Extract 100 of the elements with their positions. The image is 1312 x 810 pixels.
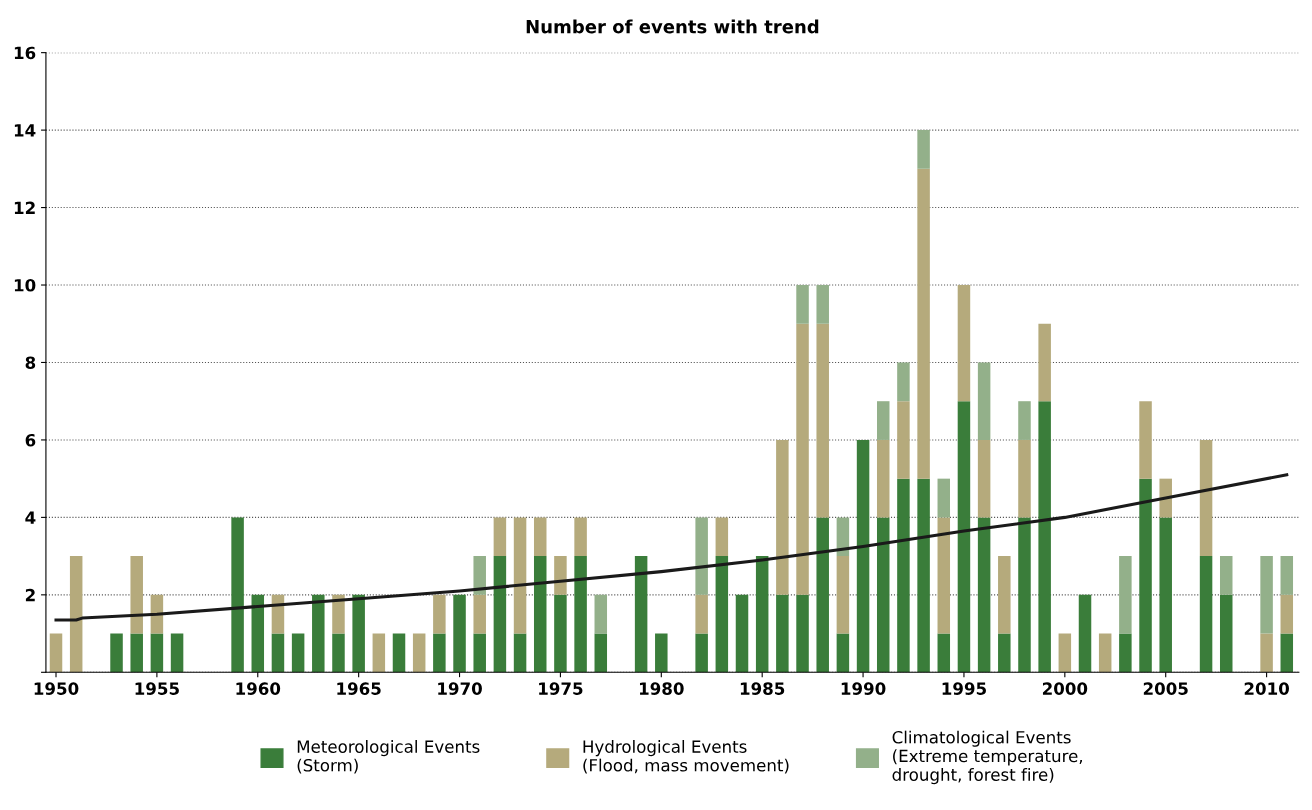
x-tick-label: 2000 — [1042, 682, 1088, 695]
bar — [1199, 439, 1213, 557]
bar — [977, 439, 991, 518]
bar — [574, 556, 587, 673]
bar — [755, 556, 769, 673]
bar — [1018, 517, 1031, 673]
x-tick-label: 1970 — [438, 682, 482, 695]
bar — [1058, 633, 1072, 673]
bar — [998, 633, 1011, 673]
x-tick-label: 1975 — [539, 682, 583, 695]
line-series — [54, 473, 1289, 622]
bar — [1119, 556, 1132, 634]
bar — [372, 633, 386, 673]
legend-label: Climatological Events (Extreme temperature, drought, forest fire) — [892, 730, 1082, 785]
y-tick-label: 2 — [25, 588, 35, 602]
bar — [1018, 439, 1031, 518]
bar — [917, 168, 930, 479]
bar — [796, 285, 809, 324]
bar — [634, 556, 648, 673]
bar — [1139, 401, 1152, 479]
bar — [554, 556, 567, 595]
bar — [1260, 633, 1273, 673]
bar — [897, 401, 910, 479]
bar — [412, 633, 426, 673]
x-tick-label: 1990 — [841, 682, 886, 695]
bar — [1038, 323, 1051, 402]
x-tick-label: 1960 — [236, 682, 281, 695]
bar — [1159, 517, 1172, 673]
bar — [897, 478, 910, 673]
bar — [1139, 478, 1152, 673]
bar — [937, 633, 951, 673]
bar — [473, 594, 486, 634]
bar — [816, 517, 829, 673]
bar — [1098, 633, 1112, 673]
bar — [977, 362, 991, 440]
bar — [332, 594, 345, 634]
x-tick-label: 1965 — [337, 682, 381, 695]
bar — [1280, 594, 1294, 634]
y-tick-label: 16 — [14, 46, 36, 60]
x-tick-label: 2005 — [1143, 682, 1188, 695]
bar — [433, 594, 446, 634]
bar — [957, 401, 971, 673]
bar — [574, 517, 587, 557]
y-tick-label: 8 — [25, 356, 36, 370]
y-tick-label: 6 — [25, 433, 36, 447]
bar — [776, 594, 789, 673]
bar — [816, 323, 829, 518]
bar — [776, 439, 789, 595]
bar — [110, 633, 123, 673]
bar — [554, 594, 567, 673]
bar — [695, 517, 708, 595]
bar — [836, 556, 850, 634]
bar — [291, 633, 305, 673]
bar — [332, 633, 345, 673]
bar — [876, 517, 890, 673]
bar — [796, 323, 809, 595]
bar — [977, 517, 991, 673]
bar — [796, 594, 809, 673]
bar — [897, 362, 910, 402]
bar — [69, 556, 83, 673]
bar — [1159, 478, 1172, 518]
bar — [715, 517, 729, 557]
bar — [312, 594, 325, 673]
bar — [533, 556, 547, 673]
x-tick-label: 1985 — [740, 682, 785, 695]
bar — [876, 439, 890, 518]
bar — [816, 285, 829, 324]
bar — [735, 594, 749, 673]
y-tick-label: 12 — [14, 201, 35, 214]
bar — [1078, 594, 1092, 673]
bar — [1219, 556, 1233, 595]
bar — [1280, 633, 1294, 673]
bar — [150, 633, 164, 673]
x-tick-label: 1980 — [639, 682, 684, 695]
bar — [533, 517, 547, 557]
x-tick-label: 1995 — [942, 682, 986, 695]
bar — [433, 633, 446, 673]
bar — [695, 633, 708, 673]
bar — [856, 439, 870, 673]
y-tick-label: 4 — [25, 511, 36, 524]
bar — [594, 633, 608, 673]
bar — [1038, 401, 1051, 673]
x-tick-label: 1955 — [135, 682, 179, 695]
bar — [473, 633, 486, 673]
bar — [655, 633, 668, 673]
bar — [917, 478, 930, 673]
bar — [352, 594, 365, 673]
bar — [937, 517, 951, 634]
bar — [715, 556, 729, 673]
x-tick-label: 1950 — [34, 682, 79, 695]
legend-label: Meteorological Events (Storm) — [297, 740, 480, 774]
bar — [473, 556, 486, 595]
bar — [493, 556, 507, 673]
bar — [937, 478, 951, 518]
legend-label: Hydrological Events (Flood, mass movement) — [583, 740, 789, 774]
bar — [49, 633, 63, 673]
bar — [130, 633, 143, 673]
chart-title: Number of events with trend — [526, 19, 819, 34]
bar — [513, 633, 527, 673]
bar — [1280, 556, 1294, 595]
